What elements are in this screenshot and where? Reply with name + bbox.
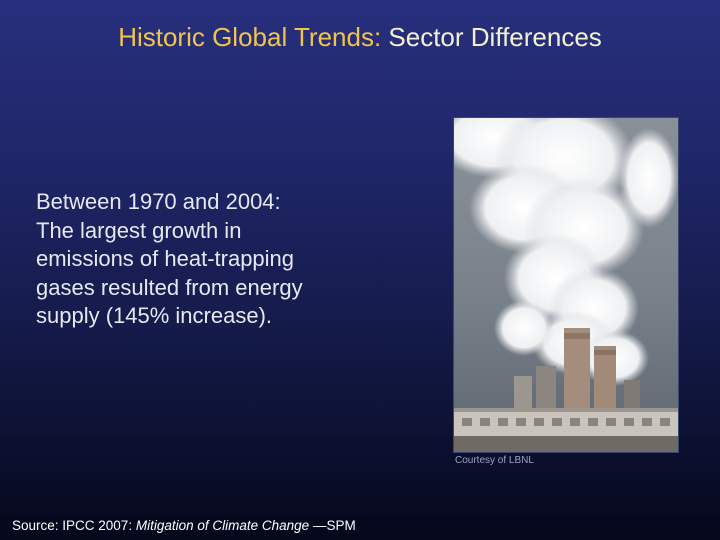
body-line: emissions of heat-trapping (36, 246, 295, 271)
body-line: Between 1970 and 2004: (36, 189, 281, 214)
source-suffix: —SPM (309, 518, 356, 533)
source-work: Mitigation of Climate Change (135, 518, 310, 533)
slide-title: Historic Global Trends: Sector Differenc… (0, 22, 720, 53)
body-line: gases resulted from energy (36, 274, 303, 300)
power-plant-photo (454, 118, 678, 452)
body-line: supply (145% increase). (36, 303, 273, 328)
source-citation: Source: IPCC 2007: Mitigation of Climate… (12, 518, 356, 533)
power-plant-smokestacks-icon (454, 118, 678, 452)
source-org: IPCC 2007 (62, 518, 129, 533)
source-sep: : (128, 518, 136, 533)
slide-body: Between 1970 and 2004: The largest growt… (36, 188, 416, 331)
slide-title-main: Historic Global Trends: (118, 22, 382, 52)
slide-title-sub: Sector Differences (381, 22, 602, 52)
photo-credit: Courtesy of LBNL (455, 455, 534, 466)
body-line: The largest growth in (36, 217, 242, 243)
source-prefix: Source: (12, 518, 63, 533)
